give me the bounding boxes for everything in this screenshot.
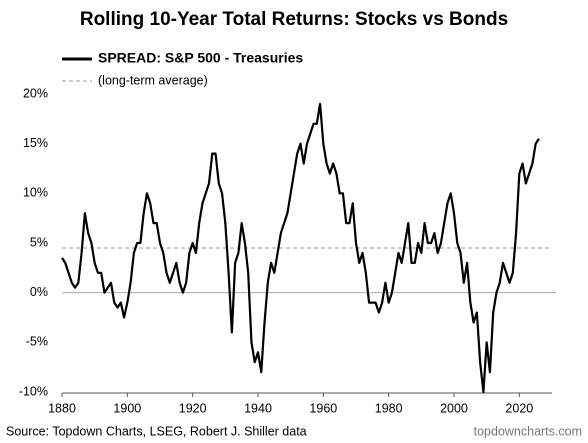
x-tick-label: 1900 (113, 401, 141, 415)
legend-label: (long-term average) (98, 73, 208, 87)
y-tick-label: 0% (30, 285, 48, 299)
x-tick-label: 1960 (309, 401, 337, 415)
y-tick-label: 10% (23, 186, 48, 200)
x-tick-label: 2000 (440, 401, 468, 415)
legend-label: SPREAD: S&P 500 - Treasuries (98, 50, 303, 66)
y-tick-label: 20% (23, 86, 48, 100)
x-tick-label: 1980 (375, 401, 403, 415)
source-note: Source: Topdown Charts, LSEG, Robert J. … (6, 424, 307, 438)
y-tick-label: -5% (26, 335, 48, 349)
x-tick-label: 2020 (505, 401, 533, 415)
y-tick-label: 5% (30, 235, 48, 249)
y-tick-label: 15% (23, 136, 48, 150)
y-tick-label: -10% (19, 384, 48, 398)
x-tick-label: 1880 (48, 401, 76, 415)
watermark: topdowncharts.com (474, 424, 582, 438)
data-line (61, 102, 540, 394)
x-tick-label: 1920 (179, 401, 207, 415)
x-tick-label: 1940 (244, 401, 272, 415)
chart-title: Rolling 10-Year Total Returns: Stocks vs… (80, 9, 508, 30)
